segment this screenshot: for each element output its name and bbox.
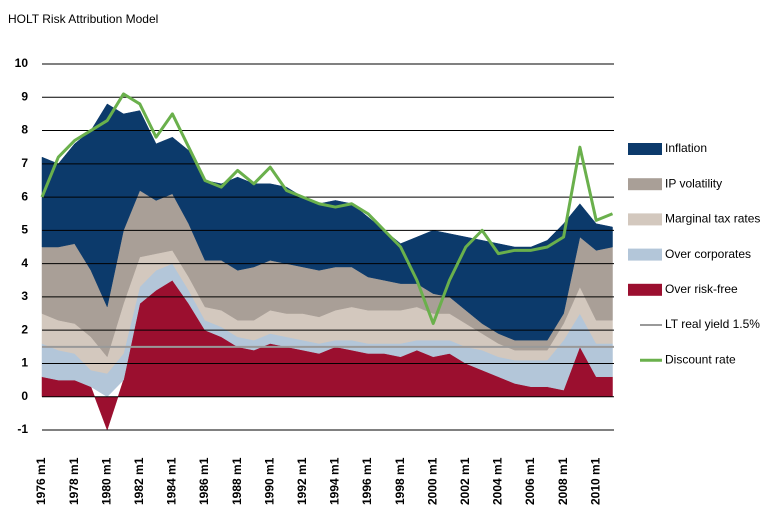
x-tick-label: 2002 m1 xyxy=(458,457,472,505)
chart-title: HOLT Risk Attribution Model xyxy=(8,12,158,26)
x-tick-label: 2000 m1 xyxy=(425,457,439,505)
x-tick-label: 1990 m1 xyxy=(262,457,276,505)
legend-label: Discount rate xyxy=(665,352,736,366)
legend-label: IP volatility xyxy=(665,176,722,190)
y-tick-label: 0 xyxy=(21,389,28,403)
x-tick-label: 1996 m1 xyxy=(360,457,374,505)
y-tick-label: -1 xyxy=(17,422,28,436)
y-tick-label: 10 xyxy=(15,56,29,70)
x-tick-label: 1978 m1 xyxy=(67,457,81,505)
y-tick-label: 6 xyxy=(21,189,28,203)
y-tick-label: 8 xyxy=(21,123,28,137)
x-tick-label: 1982 m1 xyxy=(132,457,146,505)
legend-swatch xyxy=(628,143,662,155)
legend-swatch xyxy=(628,178,662,191)
y-tick-label: 2 xyxy=(21,322,28,336)
x-tick-label: 1994 m1 xyxy=(328,457,342,505)
y-tick-label: 7 xyxy=(21,156,28,170)
legend-swatch xyxy=(628,248,662,261)
legend-label: Over corporates xyxy=(665,247,751,261)
x-tick-label: 1986 m1 xyxy=(197,457,211,505)
legend-label: Marginal tax rates xyxy=(665,212,760,226)
line xyxy=(40,92,614,326)
legend-swatch xyxy=(628,213,662,226)
x-tick-label: 1984 m1 xyxy=(165,457,179,505)
x-tick-label: 2010 m1 xyxy=(588,457,602,505)
y-tick-label: 3 xyxy=(21,289,28,303)
legend-label: Over risk-free xyxy=(665,282,738,296)
x-tick-label: 2006 m1 xyxy=(523,457,537,505)
x-tick-label: 1980 m1 xyxy=(99,457,113,505)
x-tick-label: 1992 m1 xyxy=(295,457,309,505)
x-tick-label: 1998 m1 xyxy=(393,457,407,505)
area xyxy=(41,103,613,341)
y-tick-label: 5 xyxy=(21,223,28,237)
legend-label: Inflation xyxy=(665,141,707,155)
x-tick-label: 2004 m1 xyxy=(491,457,505,505)
x-tick-label: 2008 m1 xyxy=(556,457,570,505)
legend-swatch xyxy=(628,283,662,296)
x-tick-label: 1976 m1 xyxy=(34,457,48,505)
y-tick-label: 4 xyxy=(21,256,28,270)
x-tick-label: 1988 m1 xyxy=(230,457,244,505)
legend-label: LT real yield 1.5% xyxy=(665,317,760,331)
y-tick-label: 9 xyxy=(21,89,28,103)
y-tick-label: 1 xyxy=(21,356,28,370)
